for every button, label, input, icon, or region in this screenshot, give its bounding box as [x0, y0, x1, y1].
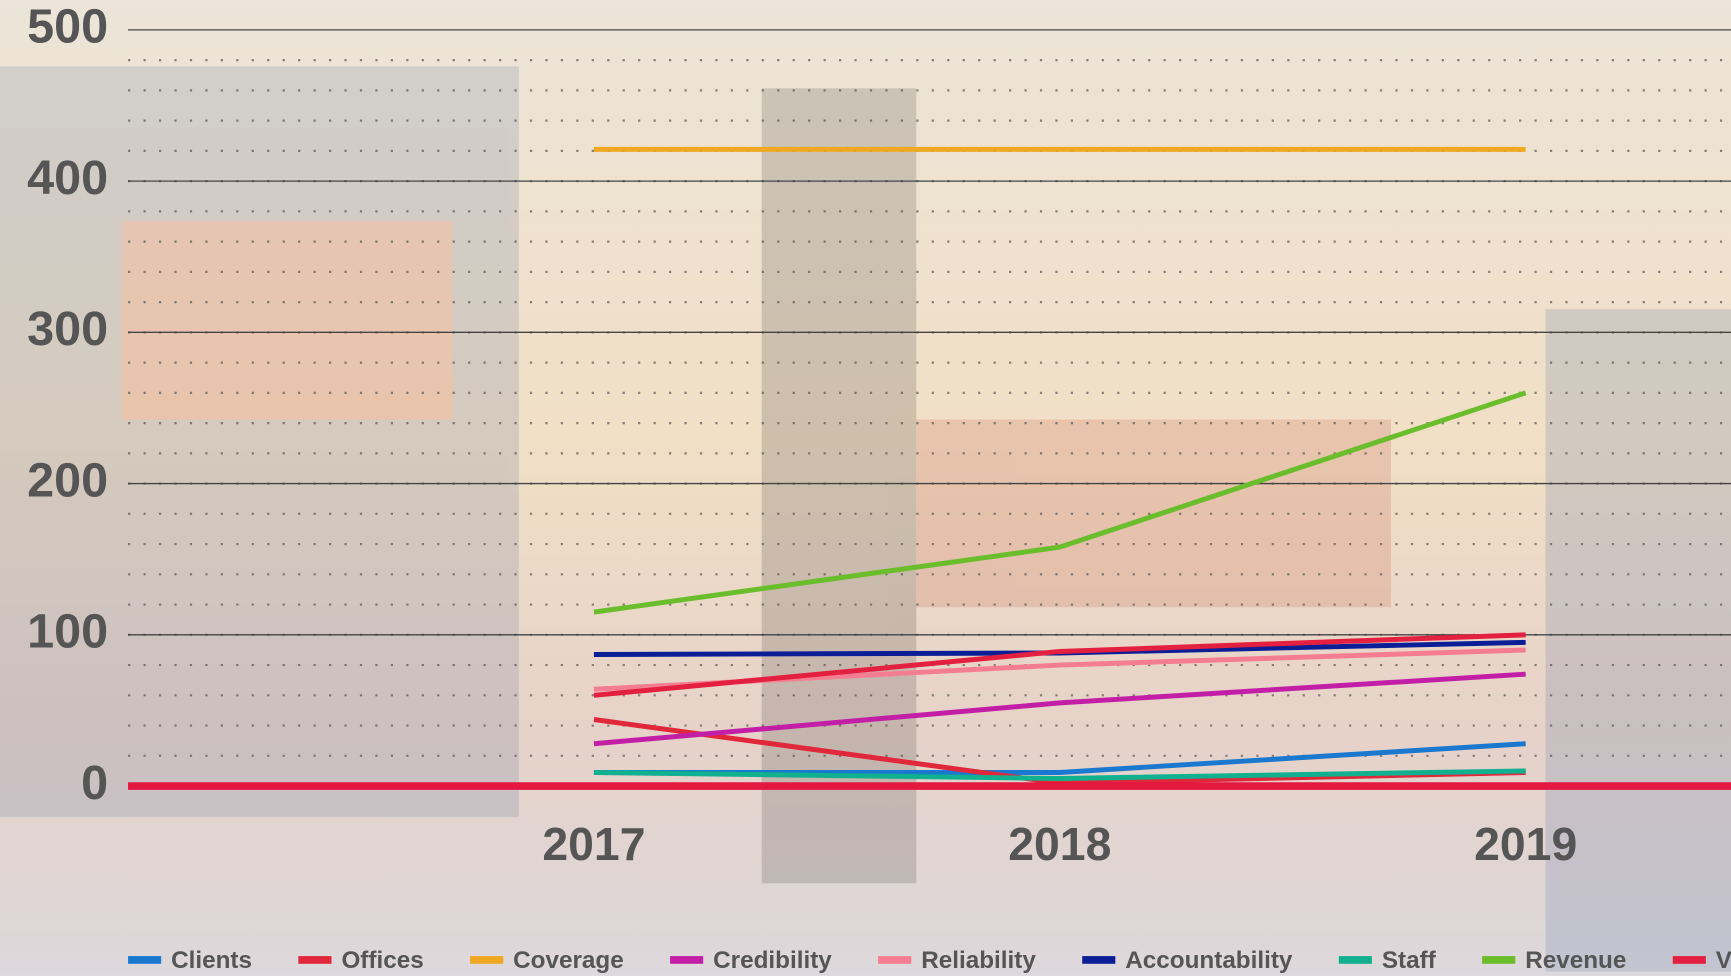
legend-label: Clients	[171, 947, 252, 974]
legend-label: Volume	[1716, 947, 1731, 974]
y-tick-label: 0	[81, 756, 108, 810]
y-tick-label: 200	[27, 453, 108, 507]
legend-swatch	[128, 956, 161, 964]
legend-label: Staff	[1382, 947, 1437, 974]
legend-label: Coverage	[513, 947, 624, 974]
x-tick-label: 2019	[1474, 818, 1577, 870]
y-tick-label: 300	[27, 302, 108, 356]
y-tick-label: 500	[27, 0, 108, 54]
legend-label: Accountability	[1125, 947, 1293, 974]
legend-swatch	[470, 956, 503, 964]
page: 0 100 200 300 400 500 2017 2018 2019 Clients Offic…	[0, 0, 1731, 976]
legend-label: Reliability	[921, 947, 1036, 974]
x-tick-label: 2018	[1008, 818, 1111, 870]
legend-swatch	[1482, 956, 1515, 964]
y-tick-label: 400	[27, 151, 108, 205]
legend-swatch	[298, 956, 331, 964]
legend-label: Revenue	[1525, 947, 1626, 974]
legend-swatch	[878, 956, 911, 964]
x-tick-label: 2017	[542, 818, 645, 870]
y-tick-label: 100	[27, 605, 108, 659]
chart: 0 100 200 300 400 500 2017 2018 2019 Clients Offic…	[0, 0, 1731, 976]
legend-swatch	[1339, 956, 1372, 964]
legend-swatch	[1673, 956, 1706, 964]
legend-label: Credibility	[713, 947, 832, 974]
legend-swatch	[1082, 956, 1115, 964]
legend-label: Offices	[341, 947, 423, 974]
legend-swatch	[670, 956, 703, 964]
